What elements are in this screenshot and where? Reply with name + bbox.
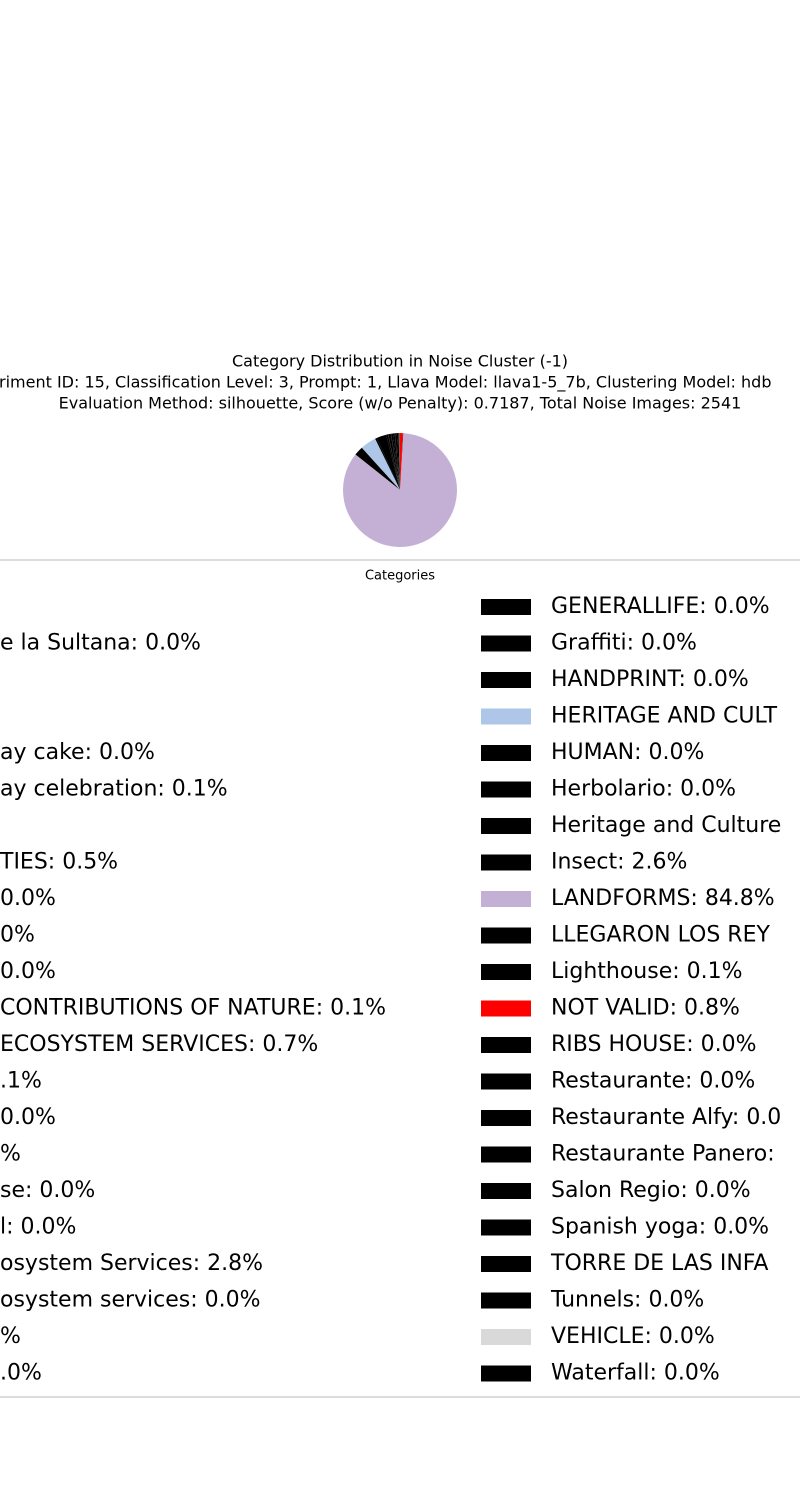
pie-slice <box>376 434 400 490</box>
legend-label: Insect: 2.6% <box>551 850 687 875</box>
pie-slice <box>342 433 457 548</box>
legend-label: NOT VALID: 0.8% <box>551 996 740 1021</box>
legend-label: Salon Regio: 0.0% <box>551 1178 751 1203</box>
chart-title: Category Distribution in Noise Cluster (… <box>232 352 568 371</box>
pie-slice <box>394 433 400 490</box>
pie-slice <box>392 433 400 490</box>
legend-label: Restaurante: 0.0% <box>551 1069 755 1094</box>
pie-slice <box>388 433 400 490</box>
pie-slice <box>396 433 400 490</box>
legend-label: HERITAGE AND CULT <box>551 704 778 729</box>
legend-label: osystem Services: 2.8% <box>0 1251 263 1276</box>
pie-slice <box>400 433 404 490</box>
legend-label: .0% <box>0 1361 42 1386</box>
legend-swatch <box>481 891 531 907</box>
pie-slice <box>361 438 400 490</box>
legend-swatch <box>481 781 531 798</box>
legend-label: se: 0.0% <box>0 1178 95 1203</box>
legend-swatch <box>481 854 531 871</box>
legend-swatch <box>481 964 531 980</box>
legend-swatch <box>481 599 531 615</box>
legend-label: Lighthouse: 0.1% <box>551 959 743 984</box>
legend-label: Graffiti: 0.0% <box>551 631 697 656</box>
legend-label: % <box>0 1324 21 1349</box>
legend-label: HUMAN: 0.0% <box>551 740 704 765</box>
legend-label: VEHICLE: 0.0% <box>551 1324 715 1349</box>
legend-swatch <box>481 818 531 834</box>
legend-label: .1% <box>0 1069 42 1094</box>
legend-label: HANDPRINT: 0.0% <box>551 667 749 692</box>
legend-label: TIES: 0.5% <box>0 850 118 875</box>
legend-swatch <box>481 1292 531 1309</box>
legend-label: CONTRIBUTIONS OF NATURE: 0.1% <box>0 996 386 1021</box>
pie-slice <box>390 433 400 490</box>
legend-label: 0.0% <box>0 1105 56 1130</box>
legend-swatch <box>481 1110 531 1126</box>
legend-label: % <box>0 1142 21 1167</box>
legend-label: Waterfall: 0.0% <box>551 1361 720 1386</box>
legend-swatch <box>481 745 531 761</box>
pie-slice <box>394 433 400 490</box>
legend-swatch <box>481 1073 531 1090</box>
legend-label: e la Sultana: 0.0% <box>0 631 201 656</box>
pie-slice <box>398 432 400 490</box>
legend-label: osystem services: 0.0% <box>0 1288 261 1313</box>
pie-slice <box>375 437 400 490</box>
legend-label: Restaurante Panero: <box>551 1142 775 1167</box>
legend-label: GENERALLIFE: 0.0% <box>551 594 770 619</box>
legend-title: Categories <box>365 569 435 584</box>
legend-label: LLEGARON LOS REY <box>551 923 770 948</box>
legend-swatch <box>481 1219 531 1236</box>
legend-label: Spanish yoga: 0.0% <box>551 1215 769 1240</box>
legend-label: 0.0% <box>0 959 56 984</box>
legend-label: 0.0% <box>0 886 56 911</box>
legend-label: Tunnels: 0.0% <box>550 1288 704 1313</box>
legend-swatch <box>481 1146 531 1163</box>
pie-slice <box>386 434 400 490</box>
pie-slice <box>387 434 400 490</box>
legend-swatch <box>481 672 531 688</box>
legend-label: Heritage and Culture <box>551 813 781 838</box>
legend-label: Herbolario: 0.0% <box>551 777 736 802</box>
pie-slice <box>355 447 400 490</box>
legend-swatch <box>481 1000 531 1017</box>
legend-label: 0% <box>0 923 35 948</box>
legend-label: Restaurante Alfy: 0.0 <box>551 1105 781 1130</box>
legend-label: l: 0.0% <box>0 1215 76 1240</box>
legend-swatch <box>481 1365 531 1382</box>
legend-label: ECOSYSTEM SERVICES: 0.7% <box>0 1032 318 1057</box>
legend-swatch <box>481 1256 531 1272</box>
legend-swatch <box>481 708 531 725</box>
legend-swatch <box>481 635 531 652</box>
chart-subtitle: riment ID: 15, Classification Level: 3, … <box>0 373 771 393</box>
pie-slice <box>391 433 400 490</box>
legend-swatch <box>481 1037 531 1053</box>
legend-label: TORRE DE LAS INFA <box>550 1251 768 1276</box>
legend-swatch <box>481 927 531 944</box>
legend-label: LANDFORMS: 84.8% <box>551 886 775 911</box>
pie-slice <box>400 433 403 490</box>
legend-label: ay cake: 0.0% <box>0 740 155 765</box>
chart-subtitle: Evaluation Method: silhouette, Score (w/… <box>59 394 742 413</box>
legend-label: ay celebration: 0.1% <box>0 777 228 802</box>
legend-swatch <box>481 1183 531 1199</box>
legend-swatch <box>481 1329 531 1345</box>
legend-label: RIBS HOUSE: 0.0% <box>551 1032 757 1057</box>
